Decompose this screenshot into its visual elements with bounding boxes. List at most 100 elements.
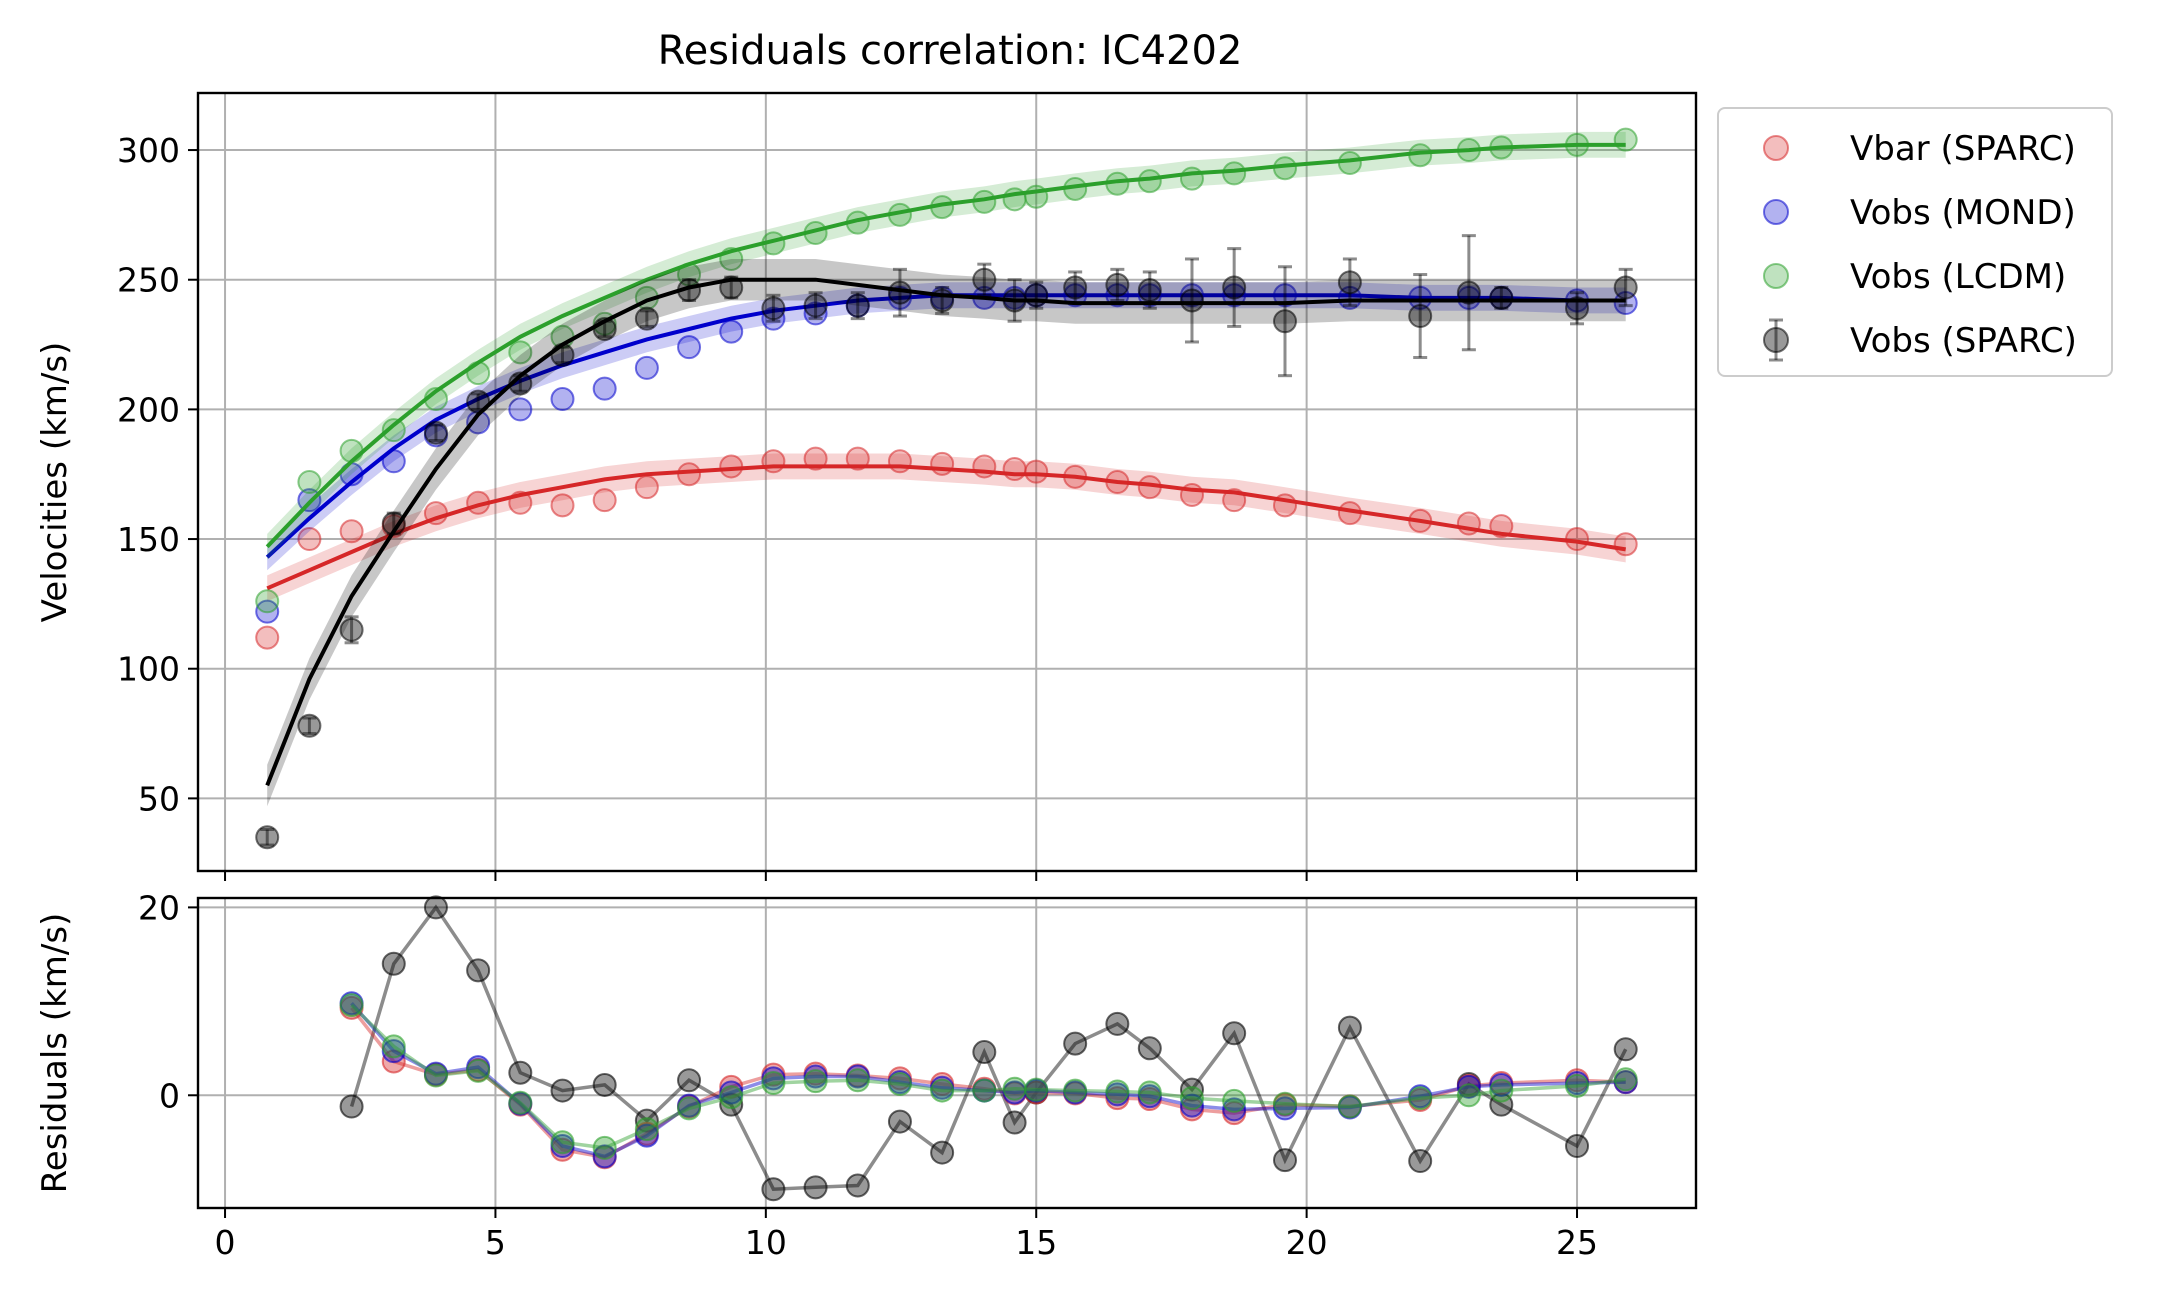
residual-point-sparc [592, 1072, 617, 1097]
data-point-vbar [550, 493, 575, 518]
data-point-mond [1137, 283, 1162, 308]
y-tick-label: 20 [138, 888, 180, 927]
residual-point-mond [592, 1144, 617, 1169]
y-tick-label: 200 [117, 390, 180, 429]
residual-point-lcdm [1456, 1083, 1481, 1108]
data-point-vbar [255, 625, 280, 650]
y-tick-label: 250 [117, 261, 180, 300]
data-point-lcdm [339, 438, 364, 463]
data-point-sparc [1565, 296, 1590, 321]
data-point-vbar [634, 475, 659, 500]
y-axis-label: Residuals (km/s) [35, 913, 75, 1194]
y-tick-label: 50 [138, 779, 180, 818]
legend-marker-vbar [1763, 135, 1789, 161]
y-tick-label: 300 [117, 131, 180, 170]
data-point-sparc [1179, 288, 1204, 313]
residual-point-sparc [761, 1177, 786, 1202]
residual-series-lcdm [339, 993, 1638, 1160]
data-point-sparc [339, 617, 364, 642]
data-point-sparc [930, 288, 955, 313]
data-point-lcdm [1002, 187, 1027, 212]
legend-label: Vobs (MOND) [1850, 193, 2076, 233]
data-point-lcdm [845, 210, 870, 235]
residual-point-lcdm [339, 993, 364, 1018]
data-point-sparc [1272, 309, 1297, 334]
data-point-sparc [1408, 304, 1433, 329]
residual-point-sparc [1002, 1110, 1027, 1135]
data-point-vbar [1024, 459, 1049, 484]
residual-point-sparc [677, 1068, 702, 1093]
data-point-lcdm [887, 202, 912, 227]
residual-point-lcdm [845, 1068, 870, 1093]
data-point-sparc [1063, 275, 1088, 300]
data-point-lcdm [1137, 169, 1162, 194]
residual-point-lcdm [719, 1085, 744, 1110]
residual-point-sparc [381, 951, 406, 976]
data-point-sparc [1105, 272, 1130, 297]
legend: Vbar (SPARC) Vobs (MOND) Vobs (LCDM) Vobs (… [1717, 107, 2113, 377]
data-point-vbar [297, 527, 322, 552]
data-point-lcdm [1105, 171, 1130, 196]
residual-point-lcdm [1408, 1086, 1433, 1111]
series-mond [255, 282, 1638, 624]
legend-label: Vobs (LCDM) [1850, 257, 2066, 297]
data-point-vbar [423, 501, 448, 526]
residual-point-lcdm [1063, 1078, 1088, 1103]
data-point-vbar [1002, 457, 1027, 482]
data-point-sparc [1137, 278, 1162, 303]
residual-point-sparc [1063, 1031, 1088, 1056]
data-point-lcdm [930, 195, 955, 220]
fit-line-sparc [265, 277, 1626, 787]
data-point-vbar [1137, 475, 1162, 500]
y-tick-label: 150 [117, 520, 180, 559]
series-sparc [255, 234, 1638, 850]
data-point-mond [677, 335, 702, 360]
data-point-sparc [887, 280, 912, 305]
y-axis-label: Velocities (km/s) [35, 342, 75, 623]
residual-point-lcdm [972, 1078, 997, 1103]
data-point-lcdm [803, 221, 828, 246]
data-point-sparc [381, 511, 406, 536]
data-point-mond [466, 410, 491, 435]
residual-line-sparc [349, 904, 1628, 1191]
residual-point-lcdm [1489, 1078, 1514, 1103]
data-point-vbar [803, 446, 828, 471]
residual-point-sparc [1613, 1037, 1638, 1062]
residual-point-lcdm [761, 1071, 786, 1096]
data-point-lcdm [1337, 151, 1362, 176]
data-point-vbar [1489, 514, 1514, 539]
residual-point-sparc [930, 1140, 955, 1165]
residual-point-sparc [339, 1094, 364, 1119]
data-point-lcdm [1222, 161, 1247, 186]
residual-point-lcdm [381, 1034, 406, 1059]
residual-point-sparc [1272, 1148, 1297, 1173]
x-tick-label: 20 [1286, 1223, 1328, 1262]
data-point-vbar [1063, 464, 1088, 489]
data-point-sparc [550, 342, 575, 367]
data-point-lcdm [381, 418, 406, 443]
residual-point-lcdm [930, 1078, 955, 1103]
legend-marker-sparc [1763, 327, 1789, 353]
x-tick-label: 10 [745, 1223, 787, 1262]
data-point-vbar [466, 490, 491, 515]
residual-point-sparc [845, 1173, 870, 1198]
data-point-sparc [719, 275, 744, 300]
residual-point-lcdm [1179, 1086, 1204, 1111]
residual-point-lcdm [1272, 1091, 1297, 1116]
data-point-lcdm [1272, 156, 1297, 181]
residual-point-sparc [972, 1040, 997, 1065]
velocities-panel: 50 100 150 200 250 300 Velocities (km/s) [35, 91, 1698, 881]
data-point-lcdm [1408, 143, 1433, 168]
data-point-sparc [423, 420, 448, 445]
residual-point-lcdm [1337, 1094, 1362, 1119]
data-point-sparc [1613, 275, 1638, 300]
data-point-sparc [761, 296, 786, 321]
data-point-sparc [1337, 270, 1362, 295]
residual-point-sparc [550, 1078, 575, 1103]
data-point-vbar [677, 462, 702, 487]
data-point-sparc [677, 278, 702, 303]
data-point-lcdm [1063, 176, 1088, 201]
residual-point-sparc [719, 1092, 744, 1117]
residual-point-mond [1222, 1097, 1247, 1122]
